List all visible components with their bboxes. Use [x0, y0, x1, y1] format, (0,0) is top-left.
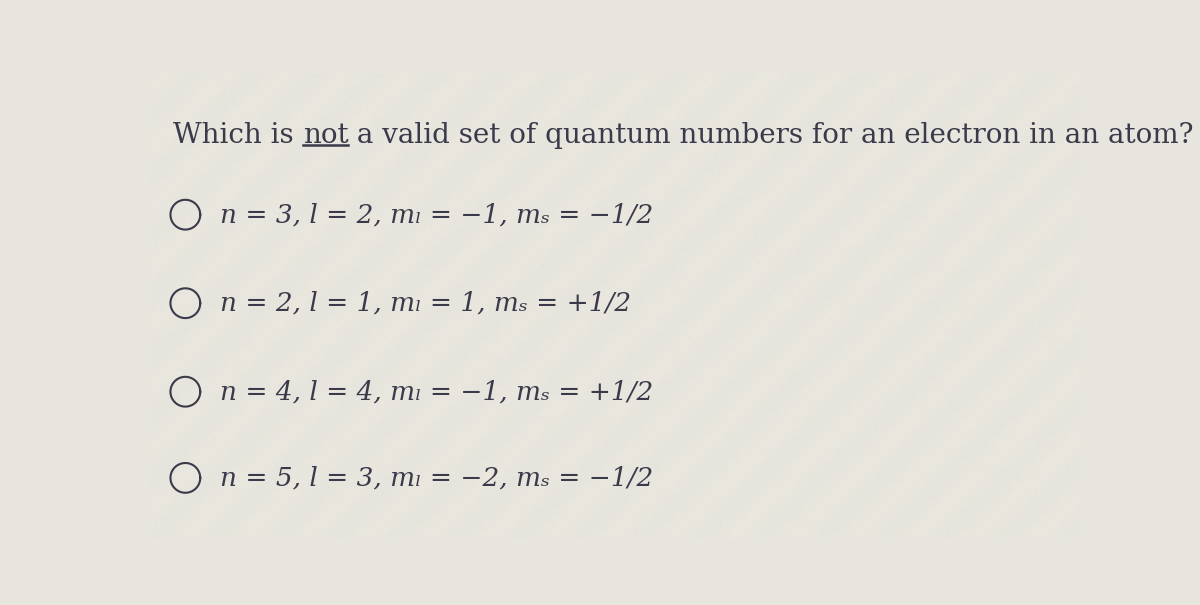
- Text: n = 2, l = 1, mₗ = 1, mₛ = +1/2: n = 2, l = 1, mₗ = 1, mₛ = +1/2: [220, 290, 631, 316]
- Text: a valid set of quantum numbers for an electron in an atom?: a valid set of quantum numbers for an el…: [348, 122, 1194, 148]
- Text: n = 3, l = 2, mₗ = −1, mₛ = −1/2: n = 3, l = 2, mₗ = −1, mₛ = −1/2: [220, 202, 653, 227]
- Text: not: not: [302, 122, 348, 148]
- Text: n = 5, l = 3, mₗ = −2, mₛ = −1/2: n = 5, l = 3, mₗ = −2, mₛ = −1/2: [220, 465, 653, 491]
- Text: Which is: Which is: [173, 122, 302, 148]
- Text: n = 4, l = 4, mₗ = −1, mₛ = +1/2: n = 4, l = 4, mₗ = −1, mₛ = +1/2: [220, 379, 653, 404]
